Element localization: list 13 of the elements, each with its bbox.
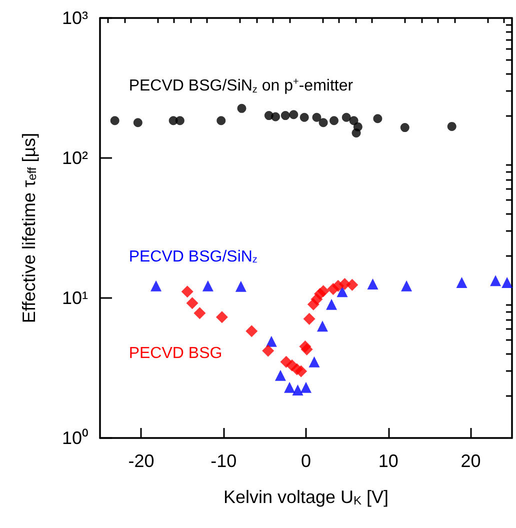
x-tick-label: 0: [300, 451, 312, 471]
x-tick-label: -20: [128, 451, 154, 471]
series-label: PECVD BSG: [128, 345, 222, 362]
x-tick-label: -10: [210, 451, 237, 471]
y-tick-label: 10¹: [62, 288, 88, 308]
y-tick-label: 10²: [62, 148, 88, 168]
x-axis-title: Kelvin voltage UK [V]: [223, 487, 389, 508]
y-axis-title: Effective lifetime τeff [µs]: [18, 132, 39, 324]
y-tick-label: 10³: [62, 8, 88, 28]
y-tick-label: 10⁰: [62, 428, 88, 448]
x-tick-label: 10: [378, 451, 398, 471]
series-label: PECVD BSG/SiNz: [128, 248, 258, 266]
x-tick-label: 20: [460, 451, 481, 471]
